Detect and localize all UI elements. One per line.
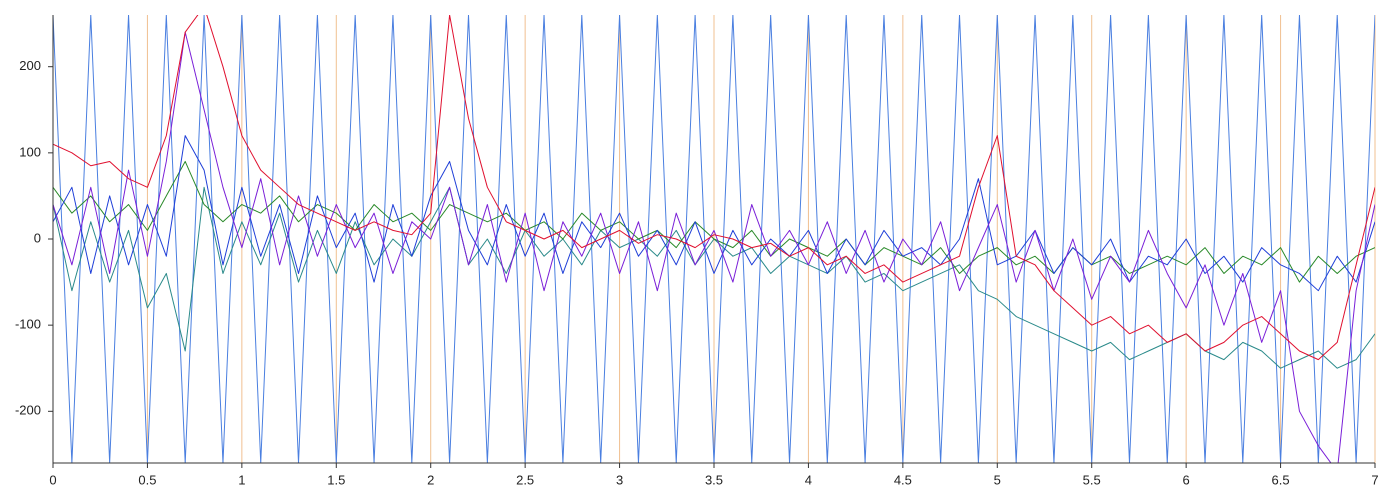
series-line xyxy=(53,160,1375,283)
series-line xyxy=(53,15,1375,361)
x-tick-label: 1.5 xyxy=(327,472,345,487)
y-tick-label: 100 xyxy=(19,144,41,159)
series-line xyxy=(53,15,1375,463)
x-tick-label: 5.5 xyxy=(1083,472,1101,487)
series-line xyxy=(53,135,1375,292)
x-tick-label: 4.5 xyxy=(894,472,912,487)
y-tick-label: 200 xyxy=(19,58,41,73)
x-tick-label: 3 xyxy=(616,472,623,487)
x-tick-label: 5 xyxy=(994,472,1001,487)
x-tick-label: 0.5 xyxy=(138,472,156,487)
x-tick-label: 2.5 xyxy=(516,472,534,487)
x-tick-label: 4 xyxy=(805,472,812,487)
x-tick-label: 7 xyxy=(1371,472,1378,487)
plot-area xyxy=(53,15,1375,463)
y-tick-label: 0 xyxy=(34,230,41,245)
series-line xyxy=(53,31,1375,463)
y-tick-label: -200 xyxy=(15,403,41,418)
y-tick-label: -100 xyxy=(15,317,41,332)
x-tick-label: 6 xyxy=(1183,472,1190,487)
x-tick-label: 2 xyxy=(427,472,434,487)
x-tick-label: 3.5 xyxy=(705,472,723,487)
x-tick-label: 1 xyxy=(238,472,245,487)
axes: 0 0.5 1 1.5 2 2.5 3 3.5 4 4.5 5 5.5 6 6.5 7 -200 -100 0 10… xyxy=(15,15,1379,487)
x-tick-label: 6.5 xyxy=(1272,472,1290,487)
x-tick-label: 0 xyxy=(49,472,56,487)
